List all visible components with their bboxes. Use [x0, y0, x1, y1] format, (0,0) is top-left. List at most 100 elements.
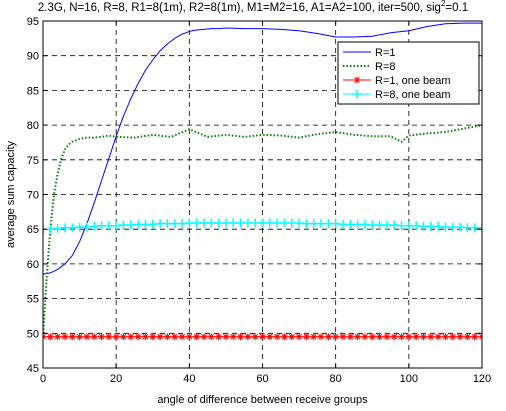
data-point-marker [280, 333, 288, 341]
x-tick-label: 80 [330, 373, 342, 385]
legend-item: R=1 [343, 47, 396, 59]
data-point-marker [244, 333, 252, 341]
data-point-marker [456, 333, 464, 341]
data-point-marker [354, 333, 362, 341]
y-tick-label: 50 [27, 328, 39, 340]
legend-marker [352, 89, 362, 99]
data-point-marker [46, 333, 54, 341]
data-point-marker [185, 333, 193, 341]
data-point-marker [141, 333, 149, 341]
y-axis-label: average sum capacity [5, 141, 17, 248]
series-4 [43, 218, 482, 234]
x-tick-label: 60 [256, 373, 268, 385]
data-point-marker [237, 333, 245, 341]
data-point-marker [398, 333, 406, 341]
legend-label: R=1, one beam [375, 75, 451, 87]
y-tick-label: 90 [27, 51, 39, 63]
data-point-marker [171, 333, 179, 341]
data-point-marker [368, 333, 376, 341]
y-tick-label: 95 [27, 16, 39, 28]
data-point-marker [119, 333, 127, 341]
x-tick-label: 120 [473, 373, 491, 385]
data-point-marker [54, 333, 62, 341]
data-point-marker [98, 333, 106, 341]
y-tick-label: 45 [27, 363, 39, 375]
data-point-marker [427, 333, 435, 341]
data-point-marker [324, 333, 332, 341]
data-point-marker [105, 333, 113, 341]
chart-title-tail: =0.1 [445, 2, 468, 14]
data-point-marker [310, 333, 318, 341]
data-point-marker [405, 333, 413, 341]
y-tick-label: 65 [27, 224, 39, 236]
legend-item: R=1, one beam [343, 75, 451, 87]
y-tick-label: 85 [27, 85, 39, 97]
data-point-marker [222, 333, 230, 341]
data-point-marker [134, 333, 142, 341]
data-point-marker [441, 333, 449, 341]
data-point-marker [266, 333, 274, 341]
data-point-marker [477, 223, 482, 233]
data-point-marker [156, 333, 164, 341]
chart-title-main: 2.3G, N=16, R=8, R1=8(1m), R2=8(1m), M1=… [38, 2, 441, 14]
axis-ticks: 0 20 40 60 80 100 120 45 50 55 60 65 70 75 80 85 90 95 [27, 16, 491, 385]
series-line [43, 22, 482, 275]
data-point-marker [383, 333, 391, 341]
data-point-marker [229, 333, 237, 341]
data-point-marker [200, 333, 208, 341]
data-point-marker [112, 333, 120, 341]
data-point-marker [288, 333, 296, 341]
data-point-marker [390, 333, 398, 341]
data-point-marker [149, 333, 157, 341]
data-point-marker [207, 333, 215, 341]
series-layer [43, 22, 482, 341]
data-point-marker [193, 333, 201, 341]
data-point-marker [127, 333, 135, 341]
x-tick-label: 20 [110, 373, 122, 385]
legend-marker [353, 76, 361, 84]
data-point-marker [259, 333, 266, 341]
data-point-marker [61, 333, 69, 341]
data-point-marker [273, 333, 281, 341]
legend-item: R=8, one beam [343, 89, 451, 101]
data-point-marker [215, 333, 223, 341]
data-point-marker [83, 333, 91, 341]
chart-title: 2.3G, N=16, R=8, R1=8(1m), R2=8(1m), M1=… [38, 0, 468, 14]
data-point-marker [412, 333, 420, 341]
data-point-marker [302, 333, 310, 341]
data-point-marker [449, 333, 457, 341]
data-point-marker [68, 333, 76, 341]
y-tick-label: 70 [27, 190, 39, 202]
legend-label: R=8 [375, 61, 396, 73]
chart-title-superscript: 2 [441, 0, 446, 8]
x-tick-label: 100 [400, 373, 418, 385]
data-point-marker [471, 333, 479, 341]
legend-label: R=8, one beam [375, 89, 451, 101]
data-point-marker [251, 333, 259, 341]
legend: R=1 R=8 R=1, one beam R=8, one beam [337, 41, 480, 105]
series-2 [43, 124, 482, 337]
data-point-marker [419, 333, 427, 341]
y-tick-label: 60 [27, 259, 39, 271]
data-point-marker [295, 333, 303, 341]
data-point-marker [463, 333, 471, 341]
legend-item: R=8 [343, 61, 396, 73]
data-point-marker [434, 333, 442, 341]
data-point-marker [346, 333, 354, 341]
data-point-marker [339, 333, 347, 341]
data-point-marker [163, 333, 171, 341]
data-point-marker [90, 333, 98, 341]
data-point-marker [317, 333, 325, 341]
data-point-marker [178, 333, 186, 341]
legend-label: R=1 [375, 47, 396, 59]
series-3 [43, 333, 482, 341]
y-tick-label: 75 [27, 155, 39, 167]
series-line [43, 124, 482, 337]
data-point-marker [376, 333, 384, 341]
y-tick-label: 55 [27, 294, 39, 306]
x-tick-label: 40 [183, 373, 195, 385]
y-tick-label: 80 [27, 120, 39, 132]
series-1 [43, 22, 482, 275]
data-point-marker [361, 333, 369, 341]
